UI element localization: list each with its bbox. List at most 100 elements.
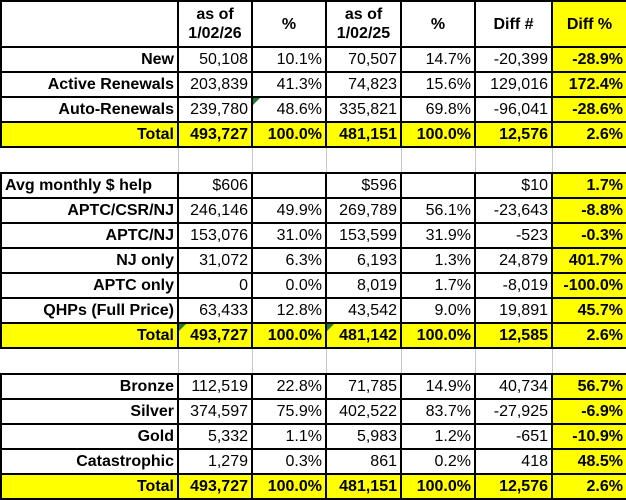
cell-aptc-csr-nj-diffpct[interactable]: -8.8% xyxy=(551,197,626,224)
empty-cell[interactable] xyxy=(552,348,626,374)
cell-bronze-v26[interactable]: 112,519 xyxy=(177,373,253,400)
empty-cell[interactable] xyxy=(552,147,626,173)
cell-auto-renewals-diff[interactable]: -96,041 xyxy=(474,96,553,123)
cell-aptc-csr-nj-p26[interactable]: 49.9% xyxy=(251,197,327,224)
cell-total-diff[interactable]: 12,576 xyxy=(474,473,553,500)
cell-gold-p25[interactable]: 1.2% xyxy=(400,423,476,450)
cell-total-diff[interactable]: 12,576 xyxy=(474,121,553,148)
cell-aptc-nj-diffpct[interactable]: -0.3% xyxy=(551,222,626,249)
cell-bronze-p26[interactable]: 22.8% xyxy=(251,373,327,400)
cell-bronze-diffpct[interactable]: 56.7% xyxy=(551,373,626,400)
row-label-gold[interactable]: Gold xyxy=(0,423,179,450)
cell-total-p26[interactable]: 100.0% xyxy=(251,473,327,500)
row-label-aptc-csr-nj[interactable]: APTC/CSR/NJ xyxy=(0,197,179,224)
cell-active-renewals-v25[interactable]: 74,823 xyxy=(325,71,402,98)
row-label-silver[interactable]: Silver xyxy=(0,398,179,425)
cell-aptc-only-v25[interactable]: 8,019 xyxy=(325,272,402,299)
cell-silver-diff[interactable]: -27,925 xyxy=(474,398,553,425)
cell-silver-v26[interactable]: 374,597 xyxy=(177,398,253,425)
empty-cell[interactable] xyxy=(475,348,553,374)
cell-catastrophic-p26[interactable]: 0.3% xyxy=(251,448,327,475)
cell-active-renewals-p25[interactable]: 15.6% xyxy=(400,71,476,98)
cell-aptc-nj-v26[interactable]: 153,076 xyxy=(177,222,253,249)
cell-auto-renewals-diffpct[interactable]: -28.6% xyxy=(551,96,626,123)
cell-avg-monthly-help-diffpct[interactable]: 1.7% xyxy=(551,172,626,199)
cell-new-diffpct[interactable]: -28.9% xyxy=(551,46,626,73)
cell-new-p26[interactable]: 10.1% xyxy=(251,46,327,73)
cell-avg-monthly-help-p25[interactable] xyxy=(400,172,476,199)
cell-new-v26[interactable]: 50,108 xyxy=(177,46,253,73)
cell-total-v25[interactable]: 481,151 xyxy=(325,473,402,500)
empty-cell[interactable] xyxy=(401,147,476,173)
cell-new-diff[interactable]: -20,399 xyxy=(474,46,553,73)
cell-total-v25[interactable]: 481,142 xyxy=(325,322,402,349)
empty-cell[interactable] xyxy=(401,348,476,374)
cell-new-p25[interactable]: 14.7% xyxy=(400,46,476,73)
corner-cell[interactable] xyxy=(0,0,179,48)
empty-cell[interactable] xyxy=(1,348,179,374)
cell-gold-diff[interactable]: -651 xyxy=(474,423,553,450)
col-header-diff-num[interactable]: Diff # xyxy=(474,0,553,48)
cell-catastrophic-diffpct[interactable]: 48.5% xyxy=(551,448,626,475)
cell-avg-monthly-help-p26[interactable] xyxy=(251,172,327,199)
empty-cell[interactable] xyxy=(178,147,253,173)
cell-total-v26[interactable]: 493,727 xyxy=(177,473,253,500)
cell-aptc-only-v26[interactable]: 0 xyxy=(177,272,253,299)
cell-total-diffpct[interactable]: 2.6% xyxy=(551,322,626,349)
cell-qhps-full-price-p26[interactable]: 12.8% xyxy=(251,297,327,324)
cell-bronze-diff[interactable]: 40,734 xyxy=(474,373,553,400)
empty-cell[interactable] xyxy=(475,147,553,173)
cell-nj-only-p25[interactable]: 1.3% xyxy=(400,247,476,274)
cell-auto-renewals-p26[interactable]: 48.6% xyxy=(251,96,327,123)
cell-gold-v25[interactable]: 5,983 xyxy=(325,423,402,450)
cell-aptc-nj-p25[interactable]: 31.9% xyxy=(400,222,476,249)
cell-total-v25[interactable]: 481,151 xyxy=(325,121,402,148)
cell-qhps-full-price-diffpct[interactable]: 45.7% xyxy=(551,297,626,324)
row-label-total[interactable]: Total xyxy=(0,121,179,148)
cell-aptc-nj-p26[interactable]: 31.0% xyxy=(251,222,327,249)
cell-auto-renewals-p25[interactable]: 69.8% xyxy=(400,96,476,123)
cell-qhps-full-price-v25[interactable]: 43,542 xyxy=(325,297,402,324)
cell-aptc-csr-nj-p25[interactable]: 56.1% xyxy=(400,197,476,224)
empty-cell[interactable] xyxy=(252,147,327,173)
row-label-avg-monthly-help[interactable]: Avg monthly $ help xyxy=(0,172,179,199)
cell-gold-v26[interactable]: 5,332 xyxy=(177,423,253,450)
cell-aptc-csr-nj-v26[interactable]: 246,146 xyxy=(177,197,253,224)
empty-cell[interactable] xyxy=(252,348,327,374)
cell-silver-v25[interactable]: 402,522 xyxy=(325,398,402,425)
cell-aptc-only-p26[interactable]: 0.0% xyxy=(251,272,327,299)
col-header-pct-2025[interactable]: % xyxy=(400,0,476,48)
cell-catastrophic-p25[interactable]: 0.2% xyxy=(400,448,476,475)
cell-auto-renewals-v26[interactable]: 239,780 xyxy=(177,96,253,123)
cell-active-renewals-diffpct[interactable]: 172.4% xyxy=(551,71,626,98)
cell-total-diffpct[interactable]: 2.6% xyxy=(551,473,626,500)
cell-silver-diffpct[interactable]: -6.9% xyxy=(551,398,626,425)
col-header-asof-2025[interactable]: as of 1/02/25 xyxy=(325,0,402,48)
cell-auto-renewals-v25[interactable]: 335,821 xyxy=(325,96,402,123)
cell-active-renewals-diff[interactable]: 129,016 xyxy=(474,71,553,98)
cell-qhps-full-price-diff[interactable]: 19,891 xyxy=(474,297,553,324)
cell-bronze-v25[interactable]: 71,785 xyxy=(325,373,402,400)
cell-total-p25[interactable]: 100.0% xyxy=(400,322,476,349)
row-label-total[interactable]: Total xyxy=(0,322,179,349)
row-label-auto-renewals[interactable]: Auto-Renewals xyxy=(0,96,179,123)
col-header-diff-pct[interactable]: Diff % xyxy=(551,0,626,48)
cell-aptc-only-p25[interactable]: 1.7% xyxy=(400,272,476,299)
cell-aptc-nj-v25[interactable]: 153,599 xyxy=(325,222,402,249)
row-label-aptc-nj[interactable]: APTC/NJ xyxy=(0,222,179,249)
empty-cell[interactable] xyxy=(326,147,402,173)
cell-active-renewals-p26[interactable]: 41.3% xyxy=(251,71,327,98)
cell-total-v26[interactable]: 493,727 xyxy=(177,121,253,148)
cell-avg-monthly-help-v25[interactable]: $596 xyxy=(325,172,402,199)
cell-aptc-only-diff[interactable]: -8,019 xyxy=(474,272,553,299)
cell-gold-diffpct[interactable]: -10.9% xyxy=(551,423,626,450)
cell-silver-p25[interactable]: 83.7% xyxy=(400,398,476,425)
cell-total-diffpct[interactable]: 2.6% xyxy=(551,121,626,148)
cell-active-renewals-v26[interactable]: 203,839 xyxy=(177,71,253,98)
row-label-bronze[interactable]: Bronze xyxy=(0,373,179,400)
cell-qhps-full-price-v26[interactable]: 63,433 xyxy=(177,297,253,324)
cell-aptc-only-diffpct[interactable]: -100.0% xyxy=(551,272,626,299)
empty-cell[interactable] xyxy=(1,147,179,173)
cell-aptc-nj-diff[interactable]: -523 xyxy=(474,222,553,249)
empty-cell[interactable] xyxy=(178,348,253,374)
